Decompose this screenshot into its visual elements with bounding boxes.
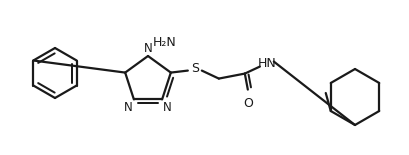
Text: O: O [243,97,253,110]
Text: N: N [124,101,133,114]
Text: S: S [191,62,199,75]
Text: H₂N: H₂N [153,36,177,49]
Text: N: N [163,101,172,114]
Text: N: N [144,42,153,55]
Text: HN: HN [257,57,276,70]
